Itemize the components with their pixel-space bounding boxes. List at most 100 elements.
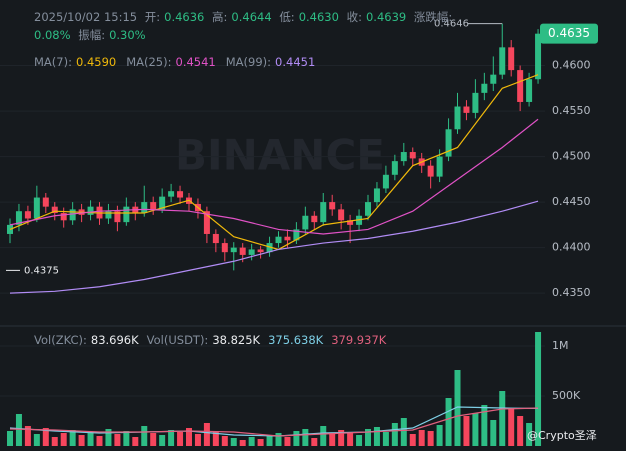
volume-bar	[105, 429, 112, 446]
legend-text: 0.4590	[75, 55, 117, 69]
watermark: BINANCE	[175, 131, 385, 180]
candle-body	[320, 202, 327, 223]
candle-body	[436, 156, 443, 177]
candle-body	[248, 249, 255, 255]
volume-bar	[338, 430, 345, 446]
volume-bar	[141, 426, 148, 446]
legend-text: Vol(USDT):	[146, 333, 209, 347]
candle-body	[400, 152, 407, 162]
label: 振幅:	[78, 28, 106, 42]
volume-bar	[87, 432, 94, 446]
candle-body	[463, 106, 470, 113]
volume-bar	[114, 434, 121, 446]
volume-bar	[311, 438, 318, 446]
candle-body	[338, 209, 345, 221]
volume-bar	[472, 413, 479, 446]
candle-body	[123, 206, 130, 223]
value: 0.4636	[164, 10, 205, 24]
volume-bar	[221, 436, 228, 446]
volume-bar	[356, 435, 363, 446]
value: 0.4630	[298, 10, 339, 24]
volume-bar	[15, 414, 22, 446]
volume-bar	[203, 423, 210, 446]
candle-body	[239, 247, 246, 255]
legend-text: MA(25):	[126, 55, 172, 69]
footer: @Crypto圣泽	[527, 429, 597, 442]
candle-body	[114, 211, 121, 223]
volume-bar	[239, 440, 246, 446]
volume-bar	[329, 434, 336, 446]
legend-text: Vol(ZKC):	[34, 333, 87, 347]
volume-bar	[7, 431, 13, 446]
datetime: 2025/10/02 15:15	[34, 10, 138, 24]
volume-bar	[391, 423, 398, 446]
volume-bar	[275, 433, 282, 446]
ma-line	[9, 407, 539, 437]
volume-bar	[266, 435, 273, 446]
volume-bar	[69, 430, 76, 446]
y-tick-label: 0.4400	[552, 241, 591, 254]
candle-body	[24, 211, 31, 219]
candle-body	[266, 243, 273, 253]
volume-bar	[230, 438, 237, 446]
legend-text: 375.638K	[268, 333, 324, 347]
volume-bar	[186, 428, 192, 446]
candle-body	[517, 70, 524, 102]
legend-text: 0.4541	[175, 55, 216, 69]
y-tick-label: 0.4450	[552, 195, 591, 208]
label: 开:	[144, 10, 161, 24]
volume-bar	[123, 431, 130, 446]
volume-bar	[365, 429, 371, 446]
value: 0.30%	[109, 28, 146, 42]
volume-bar	[132, 437, 139, 446]
volume-bar	[517, 416, 524, 446]
y-tick-label: 0.4550	[552, 104, 591, 117]
volume-bar	[490, 420, 497, 446]
volume-bar	[409, 434, 416, 446]
max-label: 0.4646	[434, 19, 469, 30]
label: 低:	[279, 10, 295, 24]
candle-body	[275, 236, 282, 244]
vol-tick-label: 1M	[552, 339, 569, 352]
candle-body	[365, 202, 371, 216]
ohlc-info-2: 0.08% 振幅: 0.30%	[34, 27, 150, 43]
candle-body	[141, 202, 148, 214]
candle-body	[481, 83, 488, 93]
volume-bar	[535, 332, 542, 446]
value: 0.4639	[365, 10, 407, 24]
min-label: 0.4375	[24, 265, 59, 276]
y-tick-label: 0.4600	[552, 59, 591, 72]
candle-body	[293, 229, 300, 241]
volume-bar	[418, 430, 425, 446]
value: 0.08%	[34, 28, 71, 42]
volume-bar	[347, 433, 354, 446]
volume-bar	[373, 427, 380, 446]
candle-body	[51, 206, 58, 214]
ma-line	[9, 200, 539, 294]
candle-body	[150, 202, 157, 210]
candle-body	[409, 152, 416, 159]
label: 高:	[212, 10, 228, 24]
label: 涨跌幅:	[413, 10, 453, 24]
volume-bar	[212, 431, 219, 446]
candle-body	[221, 243, 228, 253]
candle-body	[168, 191, 175, 197]
volume-bar	[526, 423, 533, 446]
volume-bar	[257, 439, 264, 446]
last-price: 0.4635	[548, 26, 590, 40]
legend-text: MA(99):	[225, 55, 272, 69]
volume-bar	[51, 437, 58, 446]
candle-body	[445, 129, 452, 157]
volume-bar	[293, 431, 300, 446]
candle-body	[15, 211, 22, 225]
volume-bar	[248, 437, 255, 446]
candle-body	[373, 188, 380, 203]
vol-tick-label: 500K	[552, 389, 581, 402]
legend-text: 38.825K	[212, 333, 261, 347]
candle-body	[177, 191, 184, 198]
y-tick-label: 0.4500	[552, 150, 591, 163]
candle-body	[427, 165, 434, 177]
volume-bar	[42, 428, 49, 446]
